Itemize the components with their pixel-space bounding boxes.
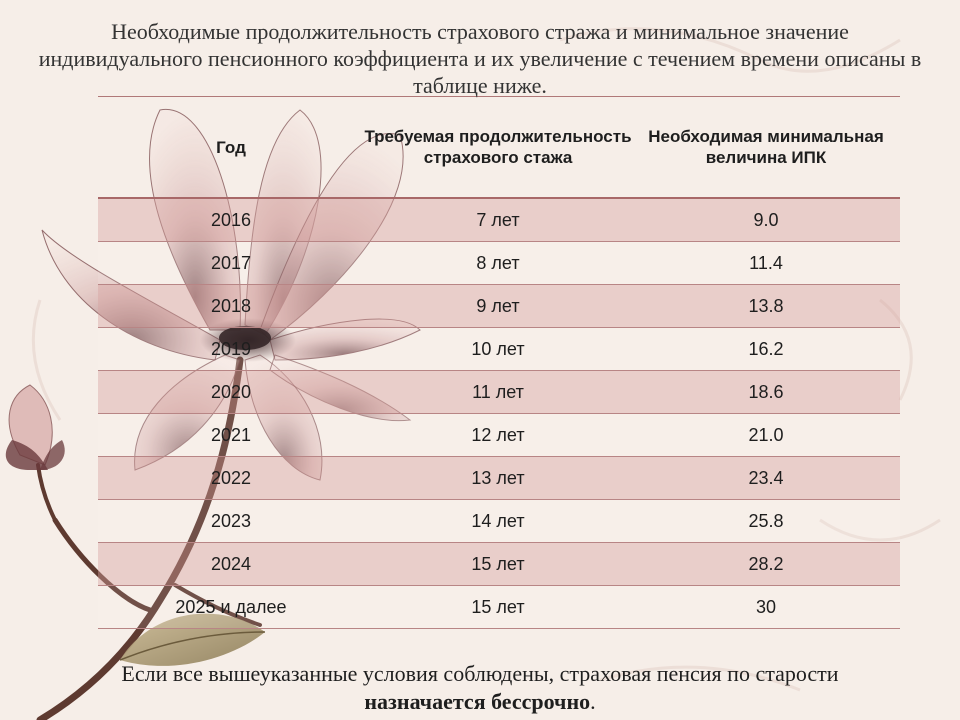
slide-footer: Если все вышеуказанные условия соблюдены…	[60, 660, 900, 716]
cell-term: 10 лет	[364, 327, 632, 371]
table-row: 2017 8 лет 11.4	[98, 241, 900, 285]
cell-year: 2017	[98, 241, 364, 285]
header-year: Год	[216, 137, 246, 157]
table-row: 2020 11 лет 18.6	[98, 370, 900, 414]
table-row: 2024 15 лет 28.2	[98, 542, 900, 586]
table-row: 2021 12 лет 21.0	[98, 413, 900, 457]
header-min-ipk: Необходимая минимальная величина ИПК	[648, 127, 884, 167]
cell-ipk: 11.4	[632, 241, 900, 285]
cell-ipk: 13.8	[632, 284, 900, 328]
cell-term: 9 лет	[364, 284, 632, 328]
cell-term: 15 лет	[364, 542, 632, 586]
table-row: 2023 14 лет 25.8	[98, 499, 900, 543]
cell-year: 2023	[98, 499, 364, 543]
cell-ipk: 9.0	[632, 198, 900, 242]
header-required-term: Требуемая продолжительность страхового с…	[364, 127, 632, 167]
footer-end: .	[590, 689, 596, 714]
footer-text: Если все вышеуказанные условия соблюдены…	[121, 661, 839, 686]
cell-year: 2016	[98, 198, 364, 242]
cell-term: 11 лет	[364, 370, 632, 414]
table-row: 2019 10 лет 16.2	[98, 327, 900, 371]
cell-term: 12 лет	[364, 413, 632, 457]
cell-year: 2020	[98, 370, 364, 414]
flower-bud	[5, 384, 65, 470]
slide-heading: Необходимые продолжительность страхового…	[38, 19, 922, 98]
cell-term: 13 лет	[364, 456, 632, 500]
table-row: 2016 7 лет 9.0	[98, 198, 900, 242]
table-header-row: Год Требуемая продолжительность страхово…	[98, 96, 900, 198]
pension-requirements-table: Год Требуемая продолжительность страхово…	[98, 96, 900, 629]
cell-ipk: 23.4	[632, 456, 900, 500]
cell-ipk: 25.8	[632, 499, 900, 543]
table-row: 2022 13 лет 23.4	[98, 456, 900, 500]
cell-ipk: 21.0	[632, 413, 900, 457]
cell-year: 2018	[98, 284, 364, 328]
table-row: 2025 и далее 15 лет 30	[98, 585, 900, 629]
footer-emphasis: назначается бессрочно	[364, 689, 591, 714]
cell-term: 14 лет	[364, 499, 632, 543]
cell-ipk: 30	[632, 585, 900, 629]
cell-ipk: 18.6	[632, 370, 900, 414]
cell-year: 2019	[98, 327, 364, 371]
cell-term: 7 лет	[364, 198, 632, 242]
cell-year: 2021	[98, 413, 364, 457]
table-row: 2018 9 лет 13.8	[98, 284, 900, 328]
cell-year: 2024	[98, 542, 364, 586]
cell-year: 2022	[98, 456, 364, 500]
cell-term: 8 лет	[364, 241, 632, 285]
cell-term: 15 лет	[364, 585, 632, 629]
cell-year: 2025 и далее	[98, 585, 364, 629]
cell-ipk: 28.2	[632, 542, 900, 586]
cell-ipk: 16.2	[632, 327, 900, 371]
